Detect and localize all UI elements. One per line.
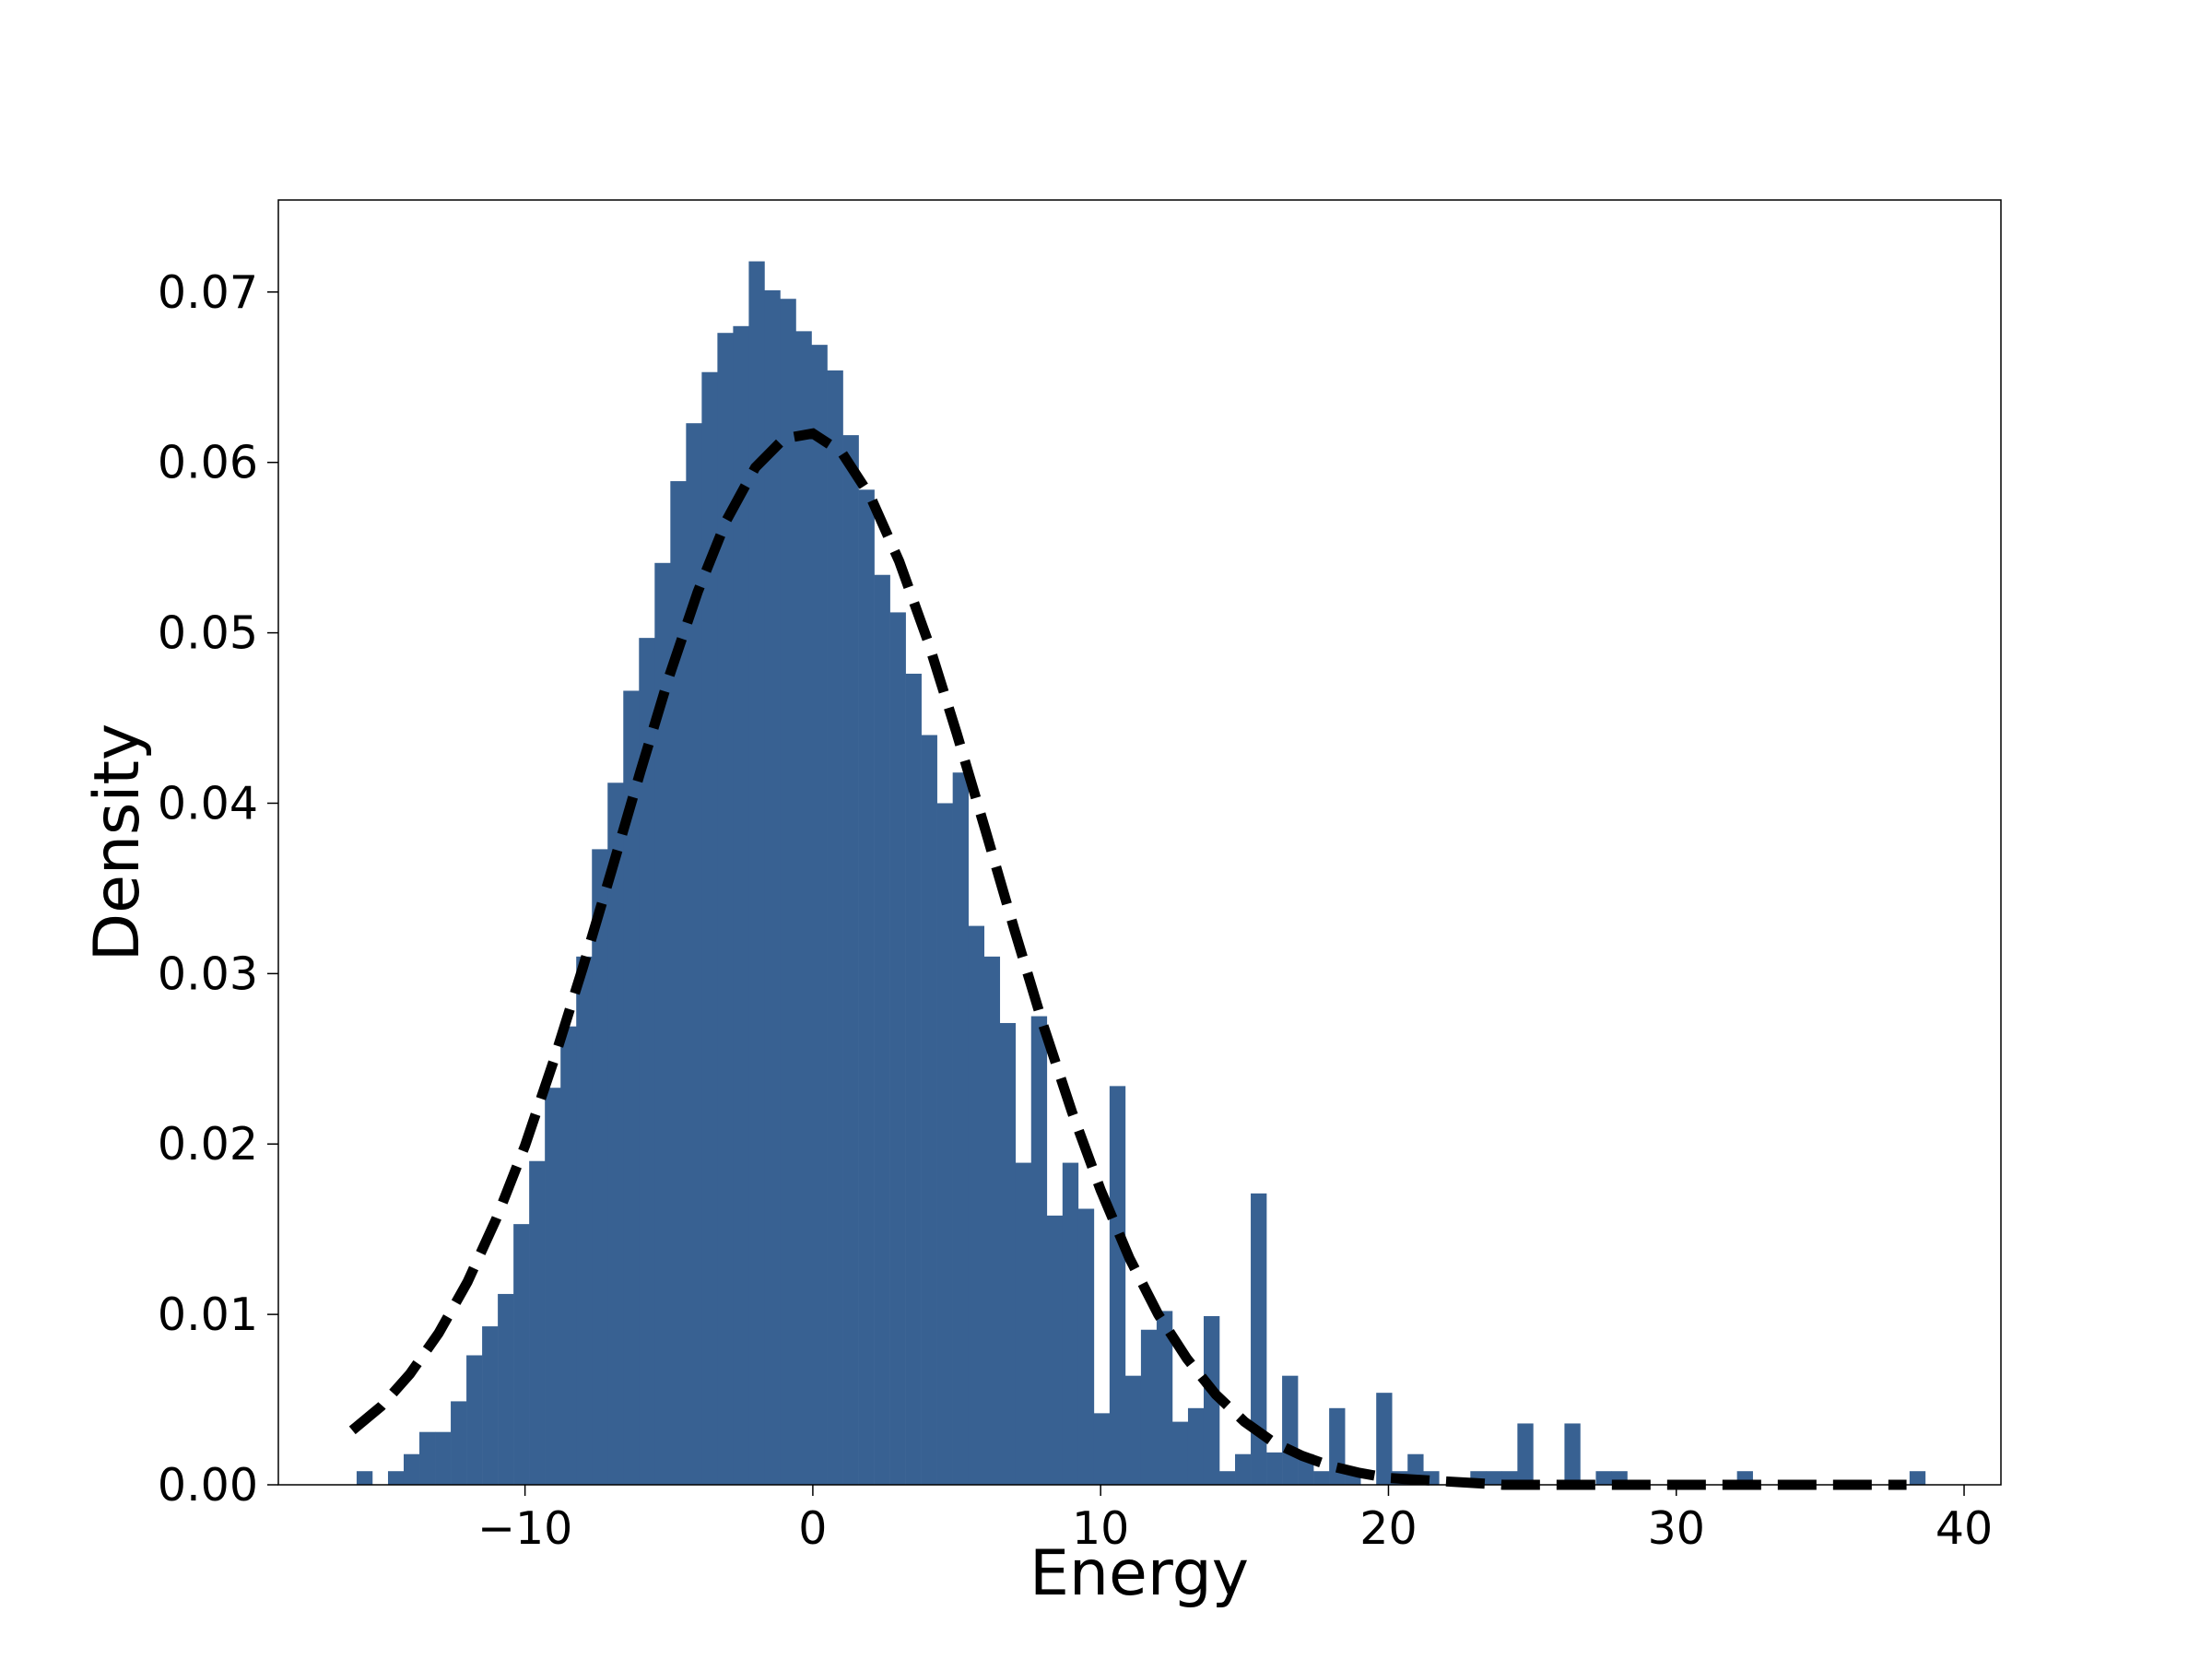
y-tick-label: 0.00 bbox=[158, 1459, 258, 1512]
bar bbox=[748, 261, 765, 1486]
x-tick-label: 30 bbox=[1648, 1502, 1705, 1555]
x-tick-label: 40 bbox=[1936, 1502, 1993, 1555]
bar bbox=[905, 673, 922, 1485]
bar bbox=[1187, 1407, 1205, 1485]
y-tick-label: 0.02 bbox=[158, 1118, 258, 1171]
x-tick-label: 0 bbox=[798, 1502, 827, 1555]
bar bbox=[435, 1431, 452, 1485]
bar bbox=[1282, 1375, 1299, 1485]
bar bbox=[1219, 1471, 1236, 1485]
y-tick-label: 0.04 bbox=[158, 777, 258, 830]
bar bbox=[733, 325, 749, 1486]
bar bbox=[858, 489, 875, 1485]
bar bbox=[576, 956, 593, 1485]
bar bbox=[639, 638, 655, 1485]
bar bbox=[482, 1326, 499, 1485]
bar bbox=[654, 562, 671, 1485]
bar bbox=[701, 371, 718, 1485]
bar bbox=[795, 331, 812, 1485]
x-tick-label: 10 bbox=[1072, 1502, 1129, 1555]
bar bbox=[764, 289, 781, 1486]
bar bbox=[451, 1401, 467, 1485]
bar bbox=[827, 370, 843, 1486]
bar bbox=[717, 333, 734, 1485]
y-tick-label: 0.03 bbox=[158, 947, 258, 1000]
bar bbox=[387, 1471, 405, 1485]
bar bbox=[592, 849, 608, 1485]
bar bbox=[670, 481, 687, 1486]
bar bbox=[1062, 1162, 1079, 1485]
bar bbox=[999, 1022, 1017, 1485]
bar bbox=[1093, 1413, 1111, 1485]
bar bbox=[1140, 1329, 1158, 1485]
bar bbox=[560, 1026, 577, 1485]
y-tick-label: 0.07 bbox=[158, 266, 258, 319]
bar bbox=[545, 1088, 561, 1485]
bar bbox=[811, 345, 828, 1485]
bar bbox=[1235, 1453, 1252, 1485]
bar bbox=[607, 782, 624, 1485]
bar bbox=[1030, 1016, 1048, 1485]
bar bbox=[498, 1293, 514, 1485]
bar bbox=[403, 1453, 420, 1485]
bar bbox=[1486, 1471, 1502, 1485]
bar bbox=[780, 299, 796, 1486]
bar bbox=[874, 574, 890, 1485]
bar bbox=[1266, 1452, 1283, 1485]
bar bbox=[1156, 1311, 1173, 1485]
y-axis-label: Density bbox=[81, 724, 154, 962]
y-tick-label: 0.05 bbox=[158, 607, 258, 660]
bar bbox=[1124, 1375, 1142, 1485]
x-tick-label: −10 bbox=[477, 1502, 572, 1555]
x-axis-label: Energy bbox=[1030, 1537, 1249, 1610]
bar bbox=[1376, 1393, 1393, 1485]
bar bbox=[1203, 1315, 1220, 1485]
bar bbox=[842, 435, 859, 1486]
y-tick-label: 0.01 bbox=[158, 1288, 258, 1341]
bar bbox=[419, 1431, 436, 1485]
bar bbox=[1517, 1423, 1534, 1485]
bar bbox=[1909, 1471, 1926, 1485]
bar bbox=[1077, 1208, 1095, 1485]
bar bbox=[936, 803, 953, 1485]
bar bbox=[623, 690, 640, 1485]
bar bbox=[1109, 1086, 1126, 1485]
bar bbox=[1015, 1162, 1032, 1485]
bar bbox=[529, 1160, 546, 1485]
bar bbox=[1313, 1471, 1330, 1485]
bar bbox=[686, 423, 702, 1486]
bar bbox=[466, 1355, 483, 1485]
bar bbox=[921, 735, 937, 1485]
bar bbox=[513, 1224, 530, 1485]
bar bbox=[968, 925, 985, 1485]
bar bbox=[1251, 1193, 1267, 1485]
bar bbox=[1046, 1215, 1064, 1485]
bar bbox=[1564, 1423, 1581, 1485]
bar bbox=[1595, 1471, 1612, 1485]
y-tick-label: 0.06 bbox=[158, 437, 258, 489]
bar bbox=[952, 772, 969, 1485]
bar bbox=[356, 1471, 373, 1485]
x-tick-label: 20 bbox=[1359, 1502, 1417, 1555]
bar bbox=[983, 956, 1001, 1485]
bar bbox=[889, 612, 906, 1485]
plot-frame bbox=[277, 199, 2002, 1486]
bar bbox=[1171, 1421, 1189, 1485]
